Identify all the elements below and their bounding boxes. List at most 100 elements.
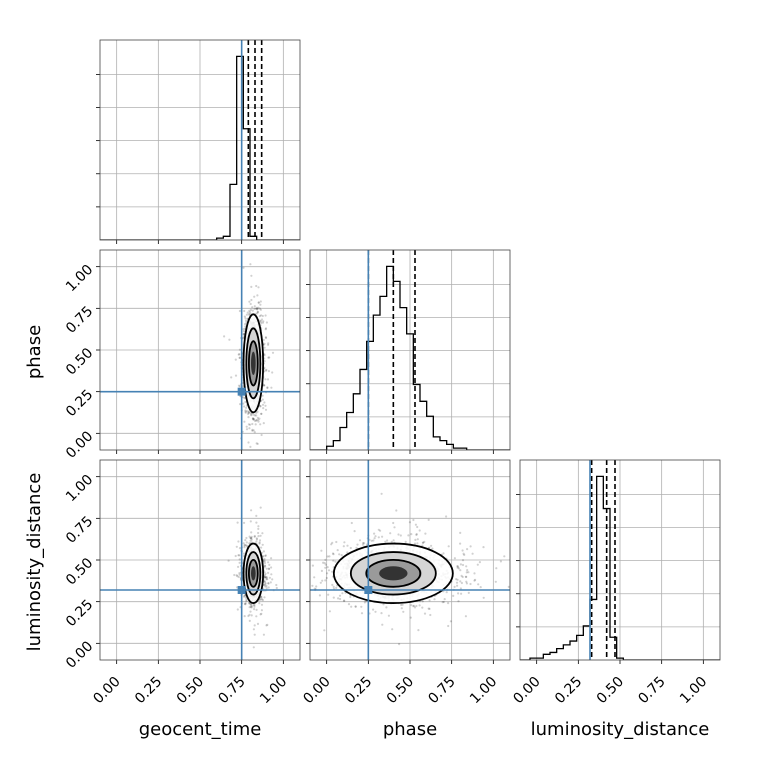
sample-point [256,294,259,297]
sample-point [332,553,335,556]
sample-point [248,619,251,623]
sample-point [269,581,272,584]
sample-point [260,318,264,321]
x-axis-label-phase: phase [383,719,437,740]
contour-line [349,551,437,596]
sample-point [247,441,250,444]
sample-point [253,608,256,611]
sample-point [271,371,274,374]
sample-point [258,542,261,545]
sample-point [442,600,445,604]
sample-point [244,596,247,599]
sample-point [238,348,241,351]
sample-point [294,565,296,567]
sample-point [265,567,268,570]
sample-point [265,576,268,579]
density-level [379,566,408,581]
sample-point [356,543,359,546]
contour-line [242,313,265,414]
panel-geocent-time-vs-geocent-time [96,39,301,244]
sample-point [267,586,270,589]
sample-point [324,566,327,569]
sample-point [248,602,251,605]
sample-point [260,314,263,317]
sample-point [265,576,268,579]
contour-line [365,558,422,588]
sample-point [246,545,249,548]
sample-point [330,543,333,546]
sample-point [263,354,266,357]
sample-point [270,557,273,560]
density-level [251,351,256,376]
sample-point [261,321,264,324]
sample-point [263,557,266,561]
sample-point [263,561,267,565]
sample-point [250,298,253,302]
sample-point [263,579,266,583]
sample-point [247,412,250,416]
sample-point [412,518,415,522]
sample-point [243,615,246,618]
sample-point [373,537,376,540]
sample-point [263,346,266,349]
sample-point [350,605,353,608]
sample-point [503,555,506,558]
sample-point [251,466,253,468]
tick-label-x: 0.50 [594,674,627,707]
sample-point [264,582,267,585]
tick-label-x: 0.50 [384,674,417,707]
sample-point [242,332,245,336]
sample-point [248,606,251,609]
sample-point [326,555,329,558]
histogram-luminosity-distance [520,475,720,660]
sample-point [414,523,417,526]
sample-point [255,442,258,445]
sample-point [264,404,267,407]
panel-frame [99,249,301,451]
sample-point [611,594,613,596]
sample-point [336,549,339,552]
truth-marker [237,387,246,396]
sample-point [467,571,470,574]
tick-label-x: 1.00 [467,674,500,707]
sample-point [248,427,251,430]
sample-point [251,428,254,431]
sample-point [267,343,270,346]
sample-point [253,414,257,417]
sample-point [264,554,267,557]
tick-label-x: 0.00 [90,674,123,707]
sample-point [237,565,240,569]
sample-point [252,646,255,649]
sample-point [262,384,266,387]
sample-point [479,586,482,589]
sample-point [465,571,468,574]
sample-point [264,575,267,579]
sample-point [264,575,267,579]
sample-point [256,311,259,314]
sample-point [415,533,418,536]
sample-point [415,533,418,537]
sample-point [243,521,246,525]
sample-point [260,546,263,549]
sample-point [242,402,245,405]
sample-point [399,534,402,537]
sample-point [227,559,230,562]
sample-point [260,433,263,437]
sample-point [478,561,481,564]
sample-point [263,566,266,569]
sample-point [252,429,255,432]
sample-point [358,539,362,542]
sample-point [265,584,268,588]
sample-point [266,378,270,381]
histogram-geocent-time [100,55,300,240]
sample-point [350,521,353,525]
sample-point [255,306,258,309]
sample-point [415,604,418,608]
sample-point [343,599,346,602]
tick-label-y: 0.75 [63,513,96,546]
sample-point [445,591,448,594]
sample-point [243,405,246,408]
sample-point [455,578,458,581]
sample-point [250,531,253,534]
sample-point [374,535,377,538]
